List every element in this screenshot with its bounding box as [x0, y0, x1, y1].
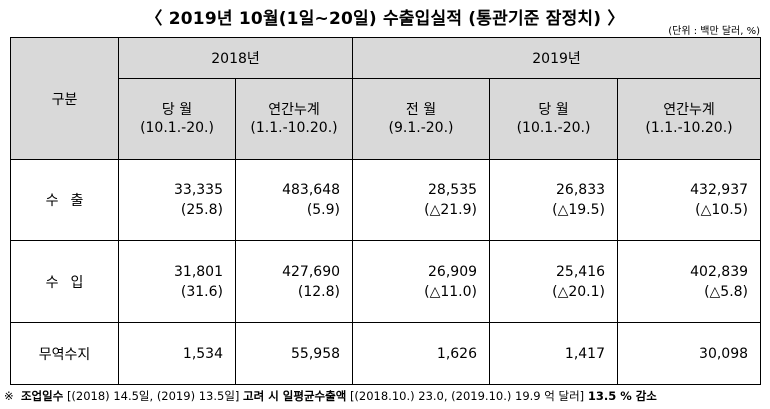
header-col-2019-cumulative: 연간누계 (1.1.-10.20.): [617, 78, 762, 160]
table-cell: 432,937 (△10.5): [617, 159, 762, 241]
row-label-trade-balance: 무역수지: [10, 322, 119, 385]
note-text: [(2018) 14.5일, (2019) 13.5일]: [66, 389, 240, 403]
header-year-2019: 2019년: [352, 37, 762, 79]
trade-table: 구분 2018년 2019년 당 월 (10.1.-20.) 연간누계 (1.1.-…: [10, 37, 762, 385]
table-cell: 402,839 (△5.8): [617, 240, 762, 323]
header-category: 구분: [10, 37, 119, 160]
header-col-2019-month: 당 월 (10.1.-20.): [489, 78, 619, 160]
table-cell: 427,690 (12.8): [234, 240, 354, 323]
table-row-trade-balance: 무역수지 1,534 55,958 1,626 1,417 30,098: [10, 322, 762, 385]
col-period: (1.1.-10.20.): [250, 120, 338, 136]
table-cell: 30,098: [617, 322, 762, 385]
col-label: 당 월: [161, 102, 193, 118]
table-cell: 33,335 (25.8): [118, 159, 236, 241]
col-label: 연간누계: [663, 102, 715, 118]
header-col-2018-cumulative: 연간누계 (1.1.-10.20.): [234, 78, 354, 160]
table-cell: 1,417: [489, 322, 619, 385]
col-label: 전 월: [405, 102, 437, 118]
table-cell: 55,958: [234, 322, 354, 385]
col-label: 연간누계: [268, 102, 320, 118]
col-period: (1.1.-10.20.): [645, 120, 733, 136]
col-period: (10.1.-20.): [516, 120, 591, 136]
note-text: 13.5 % 감소: [587, 389, 657, 403]
table-cell: 1,626: [352, 322, 491, 385]
header-year-2018: 2018년: [117, 37, 354, 79]
header-col-2019-prev-month: 전 월 (9.1.-20.): [352, 78, 491, 160]
table-cell: 483,648 (5.9): [234, 159, 354, 241]
table-cell: 1,534: [118, 322, 236, 385]
table-cell: 31,801 (31.6): [118, 240, 236, 323]
table-cell: 25,416 (△20.1): [489, 240, 619, 323]
table-cell: 26,909 (△11.0): [352, 240, 491, 323]
unit-note: (단위 : 백만 달러, %): [668, 26, 760, 37]
note-text: 고려 시 일평균수출액: [243, 389, 347, 403]
col-period: (9.1.-20.): [388, 120, 454, 136]
col-period: (10.1.-20.): [140, 120, 214, 136]
note-text: [(2018.10.) 23.0, (2019.10.) 19.9 억 달러]: [349, 389, 585, 403]
note-mark: ※: [4, 389, 14, 403]
table-cell: 28,535 (△21.9): [352, 159, 491, 241]
header-col-2018-month: 당 월 (10.1.-20.): [118, 78, 236, 160]
note-text: 조업일수: [20, 389, 64, 403]
table-cell: 26,833 (△19.5): [489, 159, 619, 241]
page-title: 〈 2019년 10월(1일~20일) 수출입실적 (통관기준 잠정치) 〉: [145, 9, 625, 29]
footnote: ※ 조업일수 [(2018) 14.5일, (2019) 13.5일] 고려 시…: [4, 388, 657, 404]
col-label: 당 월: [538, 102, 569, 118]
